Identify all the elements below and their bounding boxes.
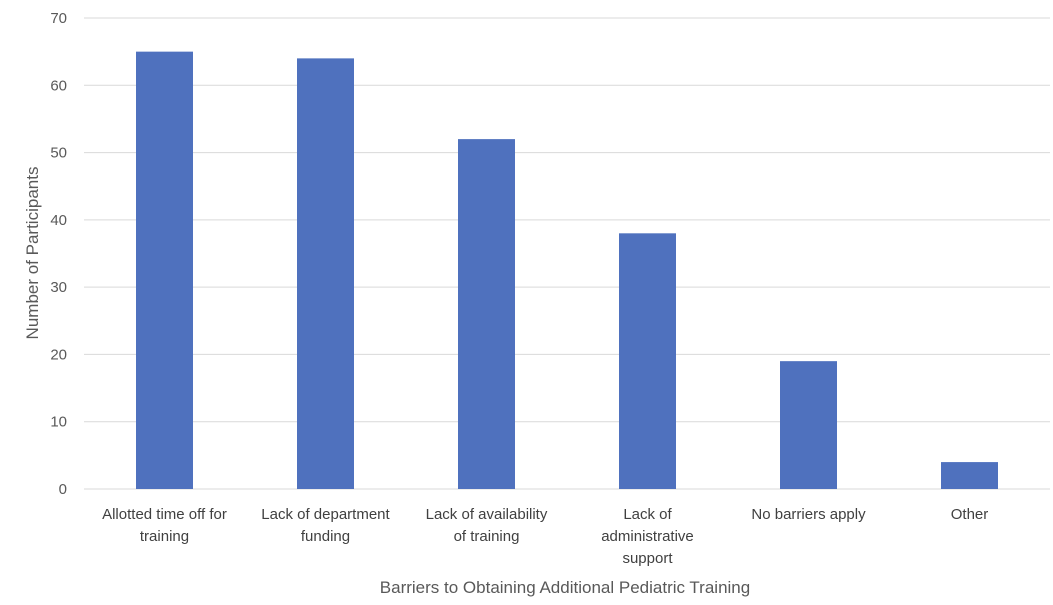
bar-5: [941, 462, 998, 489]
x-category-label: Allotted time off for training: [102, 506, 227, 545]
x-axis-title: Barriers to Obtaining Additional Pediatr…: [380, 578, 750, 597]
y-axis-title: Number of Participants: [23, 167, 42, 340]
bar-2: [458, 139, 515, 489]
y-tick-label: 10: [50, 414, 67, 431]
bar-4: [780, 361, 837, 489]
y-tick-label: 30: [50, 279, 67, 296]
y-tick-label: 70: [50, 10, 67, 27]
x-axis-categories: Allotted time off for training Lack of dep…: [102, 506, 988, 567]
y-axis-ticks: 0 10 20 30 40 50 60 70: [50, 10, 67, 498]
x-category-label: Other: [951, 506, 989, 523]
x-category-label: Lack of availability of training: [426, 506, 548, 545]
y-tick-label: 40: [50, 212, 67, 229]
bar-1: [297, 58, 354, 489]
bar-0: [136, 51, 193, 490]
y-tick-label: 0: [59, 481, 67, 498]
bar-3: [619, 233, 676, 489]
y-tick-label: 20: [50, 346, 67, 363]
x-category-label: Lack of department funding: [261, 506, 390, 545]
y-tick-label: 60: [50, 77, 67, 94]
gridlines: [84, 17, 1050, 490]
bars: [136, 51, 998, 490]
x-category-label: Lack of administrative support: [601, 506, 694, 567]
y-tick-label: 50: [50, 145, 67, 162]
x-category-label: No barriers apply: [751, 506, 866, 523]
